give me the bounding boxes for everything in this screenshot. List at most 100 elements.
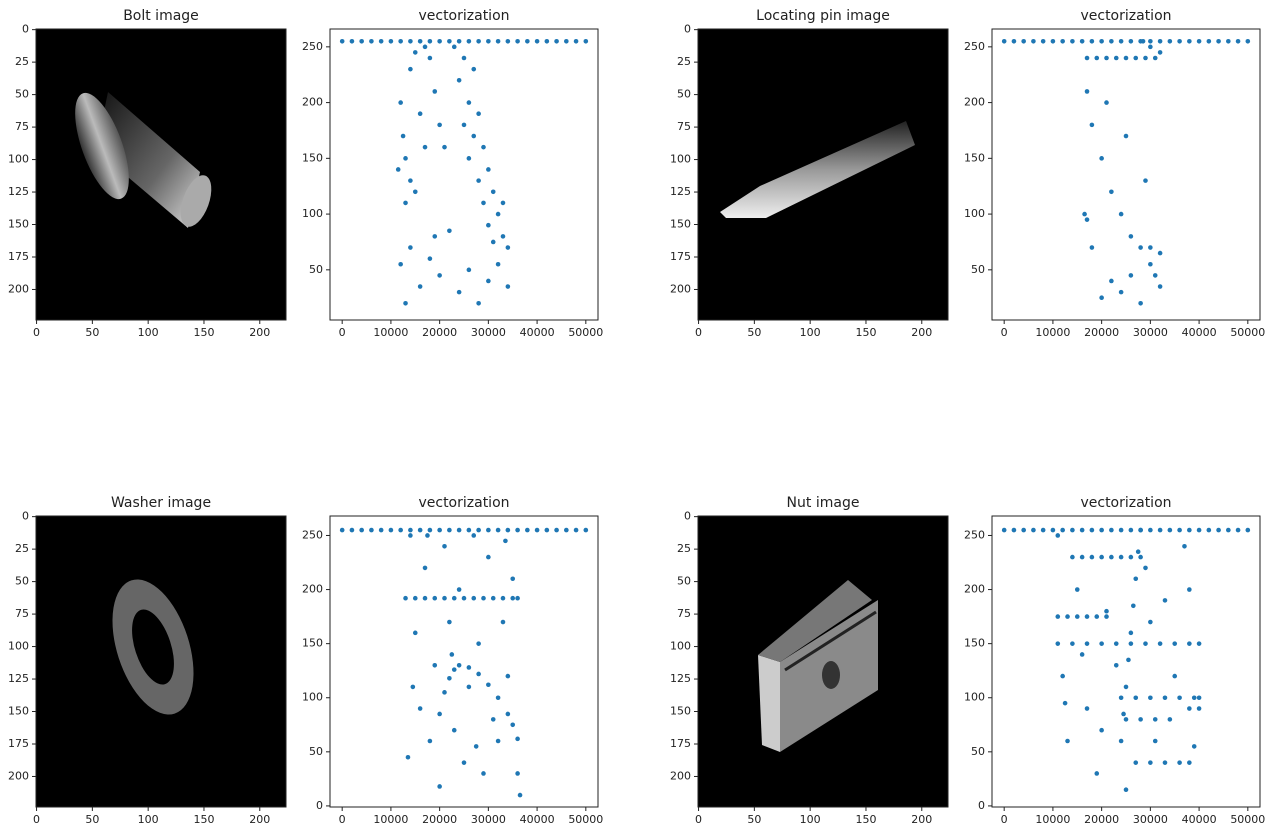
x-tick-label: 0	[33, 326, 40, 339]
point	[1148, 261, 1153, 267]
y-tick-label: 200	[302, 96, 323, 109]
plot-frame	[991, 515, 1261, 808]
y-tick-label: 75	[677, 607, 691, 620]
point	[398, 38, 403, 44]
point	[1162, 695, 1168, 701]
x-tick-label: 100	[800, 326, 821, 339]
point	[500, 619, 506, 625]
point	[486, 682, 491, 688]
point	[339, 527, 345, 533]
point	[505, 673, 511, 679]
y-tick-label: 50	[309, 745, 323, 758]
y-tick-label: 150	[8, 705, 29, 718]
point	[461, 595, 467, 601]
point	[515, 527, 520, 533]
y-tick-label: 250	[964, 528, 985, 541]
point	[437, 273, 442, 278]
point	[471, 533, 477, 538]
point	[1060, 38, 1065, 44]
point	[1157, 50, 1163, 55]
point	[1123, 133, 1129, 139]
point	[1031, 38, 1036, 44]
y-tick-label: 175	[8, 250, 29, 263]
point	[583, 527, 589, 533]
point	[408, 245, 413, 250]
point	[525, 38, 530, 44]
y-tick-label: 75	[677, 120, 691, 133]
point	[564, 38, 569, 44]
y-tick-label: 0	[22, 510, 29, 523]
point	[1065, 614, 1070, 619]
point	[1094, 614, 1100, 619]
point	[554, 527, 559, 533]
point	[476, 178, 481, 183]
point	[473, 744, 479, 749]
point	[1011, 38, 1017, 44]
y-tick-label: 150	[964, 151, 985, 164]
point	[466, 267, 472, 273]
point	[1099, 641, 1104, 646]
point	[1235, 527, 1241, 533]
x-tick-label: 0	[695, 813, 702, 826]
point	[1099, 527, 1104, 533]
y-tick-label: 50	[309, 263, 323, 276]
point	[486, 167, 491, 172]
point	[564, 527, 569, 533]
point	[517, 792, 523, 798]
point	[427, 55, 433, 61]
y-tick-label: 150	[302, 637, 323, 650]
point	[403, 156, 408, 161]
point	[476, 527, 481, 533]
x-tick-label: 40000	[1182, 326, 1217, 339]
point	[442, 595, 447, 601]
point	[1021, 527, 1026, 533]
point	[1060, 673, 1065, 679]
point	[1070, 641, 1075, 646]
chart-title: vectorization	[1080, 8, 1171, 24]
point	[1104, 100, 1109, 105]
point	[1099, 295, 1104, 301]
point	[486, 222, 491, 228]
chart-title: Nut image	[787, 495, 860, 511]
y-tick-label: 100	[670, 153, 691, 166]
x-tick-label: 0	[1001, 813, 1008, 826]
x-tick-label: 0	[695, 326, 702, 339]
point	[432, 662, 438, 668]
point	[1177, 760, 1182, 765]
point	[1167, 717, 1173, 722]
y-tick-label: 150	[302, 151, 323, 164]
x-tick-label: 30000	[1133, 326, 1168, 339]
point	[481, 144, 486, 150]
point	[1104, 608, 1109, 614]
point	[403, 300, 408, 306]
point	[1235, 38, 1241, 44]
point	[408, 527, 413, 533]
point	[359, 527, 364, 533]
point	[1133, 695, 1139, 701]
point	[505, 38, 511, 44]
y-tick-label: 100	[302, 691, 323, 704]
point	[515, 38, 520, 44]
y-tick-label: 50	[677, 575, 691, 588]
chart-title: vectorization	[418, 8, 509, 24]
x-tick-label: 0	[339, 813, 346, 826]
point	[1187, 760, 1192, 765]
x-tick-label: 20000	[1084, 813, 1119, 826]
y-tick-label: 100	[964, 207, 985, 220]
point	[1245, 527, 1251, 533]
point	[1196, 38, 1202, 44]
point	[403, 200, 408, 206]
y-tick-label: 125	[8, 185, 29, 198]
point	[1216, 38, 1221, 44]
plot-frame	[697, 28, 949, 321]
point	[515, 736, 520, 742]
point	[1055, 614, 1061, 619]
point	[349, 38, 355, 44]
x-tick-label: 200	[911, 326, 932, 339]
point	[1126, 657, 1131, 663]
point	[1148, 695, 1153, 701]
point	[466, 527, 472, 533]
point	[422, 144, 428, 150]
x-tick-label: 20000	[422, 813, 457, 826]
